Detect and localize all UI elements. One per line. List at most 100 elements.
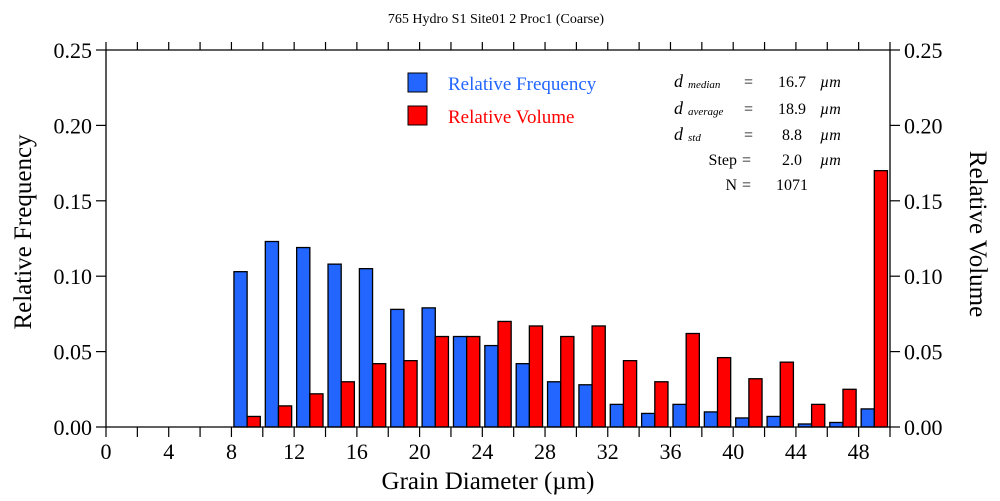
- x-tick-label-28: 28: [534, 439, 556, 464]
- stat-subscript: median: [688, 79, 721, 91]
- bar-frequency-46: [829, 421, 844, 428]
- bar-volume-42: [779, 361, 795, 428]
- legend-swatch-frequency: [407, 72, 428, 93]
- stat-equals: =: [742, 177, 751, 194]
- y-tick-label-left-0: 0.00: [54, 415, 93, 440]
- x-tick-label-0: 0: [101, 439, 112, 464]
- bar-frequency-38: [703, 411, 719, 428]
- legend-swatch-volume: [407, 105, 428, 126]
- bar-volume-26: [528, 325, 544, 428]
- bar-frequency-36: [672, 403, 687, 428]
- bar-frequency-28: [546, 381, 562, 428]
- bar-volume-32: [622, 359, 638, 428]
- chart-title: 765 Hydro S1 Site01 2 Proc1 (Coarse): [388, 12, 605, 27]
- bar-frequency-34: [640, 412, 656, 428]
- legend-label-frequency: Relative Frequency: [448, 74, 597, 95]
- y-tick-label-left-1: 0.05: [54, 340, 93, 365]
- bar-volume-40: [748, 378, 763, 428]
- bar-volume-30: [591, 325, 606, 428]
- bar-frequency-10: [264, 240, 280, 428]
- bar-frequency-12: [296, 246, 311, 428]
- stat-row-step: Step = 2.0 µm: [709, 152, 841, 169]
- x-tick-label-12: 12: [283, 439, 305, 464]
- y-tick-label-right-1: 0.05: [904, 340, 943, 365]
- y-tick-label-right-2: 0.10: [904, 264, 943, 289]
- y-tick-label-right-3: 0.15: [904, 189, 943, 214]
- bar-frequency-42: [766, 415, 781, 428]
- stat-symbol: d: [674, 71, 684, 91]
- legend: Relative Frequency Relative Volume: [407, 72, 597, 128]
- stat-symbol: d: [674, 124, 684, 144]
- y-tick-label-right-5: 0.25: [904, 38, 943, 63]
- x-tick-label-4: 4: [163, 439, 174, 464]
- x-tick-label-40: 40: [722, 439, 744, 464]
- bar-frequency-48: [860, 408, 875, 428]
- stat-unit: µm: [820, 152, 841, 169]
- bar-volume-18: [403, 359, 418, 428]
- bar-volume-14: [340, 381, 356, 428]
- y-axis-title-right: Relative Volume: [964, 151, 991, 317]
- bar-volume-24: [497, 320, 512, 428]
- stat-symbol: N: [725, 177, 737, 194]
- bar-volume-48: [873, 169, 889, 428]
- bar-volume-20: [434, 335, 450, 428]
- bar-frequency-26: [515, 363, 531, 428]
- bar-volume-12: [309, 393, 324, 428]
- bar-frequency-22: [452, 335, 468, 428]
- stat-value: 8.8: [782, 127, 802, 144]
- stat-equals: =: [744, 127, 753, 144]
- x-tick-label-44: 44: [785, 439, 807, 464]
- x-tick-label-48: 48: [848, 439, 870, 464]
- stat-equals: =: [744, 74, 753, 91]
- ticks-group: 0 4 8 12 16 20 24 28 32 36 40 44 480.00 0.000.05 0.050…: [54, 38, 943, 464]
- bar-frequency-24: [484, 344, 499, 428]
- stats-annotation: d median = 16.7 µmd average = 18.9 µmd std = 8.8 µmS…: [674, 71, 841, 194]
- y-tick-label-right-4: 0.20: [904, 113, 943, 138]
- bar-volume-10: [277, 405, 293, 428]
- bars-group: [233, 169, 889, 428]
- y-axis-title-left: Relative Frequency: [10, 134, 37, 330]
- x-tick-label-24: 24: [471, 439, 493, 464]
- bar-volume-28: [560, 335, 575, 428]
- bar-frequency-32: [609, 403, 625, 428]
- stat-row-average: d average = 18.9 µm: [674, 98, 841, 118]
- bar-volume-44: [810, 403, 826, 428]
- stat-equals: =: [742, 152, 751, 169]
- bar-volume-36: [685, 332, 700, 428]
- bar-frequency-16: [358, 268, 374, 428]
- stat-subscript: average: [688, 106, 724, 118]
- bar-volume-16: [371, 363, 387, 428]
- stat-subscript: std: [688, 132, 701, 144]
- stat-row-median: d median = 16.7 µm: [674, 71, 841, 91]
- stat-unit: µm: [820, 127, 841, 144]
- stat-equals: =: [744, 101, 753, 118]
- bar-frequency-40: [735, 417, 750, 428]
- x-tick-label-16: 16: [346, 439, 368, 464]
- stat-value: 18.9: [778, 101, 806, 118]
- x-tick-label-8: 8: [226, 439, 237, 464]
- stat-value: 16.7: [778, 74, 806, 91]
- stat-unit: µm: [820, 101, 841, 118]
- x-tick-label-20: 20: [409, 439, 431, 464]
- bar-volume-46: [842, 388, 857, 428]
- stat-symbol: d: [674, 98, 684, 118]
- bar-frequency-30: [578, 384, 593, 428]
- y-tick-label-right-0: 0.00: [904, 415, 943, 440]
- stat-row-n: N = 1071: [725, 177, 808, 194]
- bar-volume-22: [465, 335, 481, 428]
- bar-frequency-18: [390, 308, 405, 428]
- y-tick-label-left-5: 0.25: [54, 38, 93, 63]
- stat-value: 2.0: [782, 152, 802, 169]
- axes-group: [105, 49, 891, 428]
- bar-frequency-8: [233, 271, 248, 428]
- y-tick-label-left-2: 0.10: [54, 264, 93, 289]
- bar-frequency-14: [327, 263, 342, 428]
- bar-volume-38: [716, 356, 732, 428]
- x-axis-title: Grain Diameter (µm): [382, 468, 595, 495]
- stat-unit: µm: [820, 74, 841, 91]
- bar-volume-34: [654, 381, 669, 428]
- stat-symbol: Step: [709, 152, 737, 169]
- y-tick-label-left-4: 0.20: [54, 113, 93, 138]
- legend-label-volume: Relative Volume: [448, 107, 574, 128]
